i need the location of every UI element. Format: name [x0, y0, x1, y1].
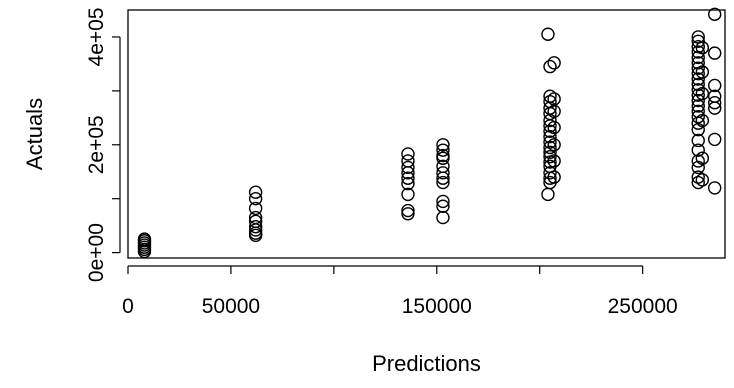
data-point: [401, 160, 415, 175]
data-point: [691, 34, 705, 48]
x-axis: 0 50000 150000 250000: [122, 265, 678, 318]
y-tick-label: 2e+05: [85, 115, 108, 174]
data-point: [708, 96, 722, 110]
data-point: [708, 46, 722, 60]
x-tick-label: 0: [122, 295, 134, 318]
data-point: [401, 187, 415, 202]
data-point: [691, 93, 705, 108]
data-point: [436, 199, 450, 213]
data-point: [695, 65, 710, 79]
data-point: [541, 27, 555, 41]
data-point: [543, 129, 557, 144]
data-point: [691, 104, 705, 119]
data-point: [248, 220, 263, 234]
data-point: [691, 175, 705, 190]
data-point: [691, 143, 705, 157]
data-point: [436, 148, 450, 163]
data-point: [691, 77, 705, 92]
data-point: [691, 56, 705, 70]
data-point: [547, 154, 561, 168]
data-point: [708, 132, 722, 147]
plot-frame: [127, 9, 726, 259]
y-axis: 0e+00 2e+05 4e+05: [85, 7, 121, 282]
data-point: [708, 89, 722, 103]
data-point: [401, 171, 415, 185]
data-point: [695, 41, 710, 55]
data-point: [691, 61, 705, 75]
data-point: [547, 92, 561, 106]
data-point: [543, 124, 557, 139]
x-tick-label: 150000: [402, 295, 472, 318]
data-point: [547, 120, 561, 135]
x-tick-label: 50000: [202, 295, 260, 318]
data-point: [691, 154, 705, 168]
data-point: [248, 191, 263, 206]
x-tick-label: 250000: [608, 295, 678, 318]
data-point: [436, 143, 450, 157]
data-point: [695, 151, 710, 165]
data-point: [547, 138, 561, 152]
y-tick-label: 0e+00: [85, 223, 108, 282]
data-point: [401, 154, 415, 168]
data-point: [401, 176, 415, 191]
data-point: [691, 83, 705, 97]
data-point: [401, 207, 415, 221]
data-point: [543, 166, 557, 180]
data-point: [543, 149, 557, 164]
data-point: [543, 140, 557, 155]
data-point: [708, 78, 722, 93]
data-point: [708, 7, 722, 22]
data-point: [436, 175, 450, 190]
data-point: [695, 86, 710, 101]
data-point: [543, 89, 557, 103]
data-point: [543, 135, 557, 149]
data-point: [543, 59, 557, 74]
data-point: [248, 201, 263, 216]
data-point: [691, 45, 705, 59]
data-point: [401, 147, 415, 161]
data-point: [695, 173, 710, 187]
data-point: [137, 232, 152, 246]
data-point: [691, 110, 705, 124]
data-point: [248, 214, 263, 229]
data-point: [691, 160, 705, 175]
data-point: [436, 210, 450, 225]
data-points: [137, 7, 722, 259]
data-point: [691, 72, 705, 86]
data-point: [436, 166, 450, 180]
data-point: [547, 56, 561, 70]
data-point: [436, 159, 450, 174]
data-point: [543, 145, 557, 160]
data-point: [691, 122, 705, 137]
data-point: [547, 170, 561, 184]
y-axis-label: Actuals: [22, 98, 47, 170]
data-point: [691, 170, 705, 184]
y-tick-label: 4e+05: [85, 7, 108, 66]
data-point: [436, 194, 450, 209]
data-point: [695, 113, 710, 128]
data-point: [691, 133, 705, 148]
data-point: [248, 185, 263, 199]
data-point: [401, 203, 415, 218]
data-point: [708, 181, 722, 195]
data-point: [541, 187, 555, 202]
data-point: [248, 210, 263, 225]
data-point: [691, 99, 705, 113]
data-point: [436, 138, 450, 152]
x-axis-label: Predictions: [372, 351, 481, 376]
